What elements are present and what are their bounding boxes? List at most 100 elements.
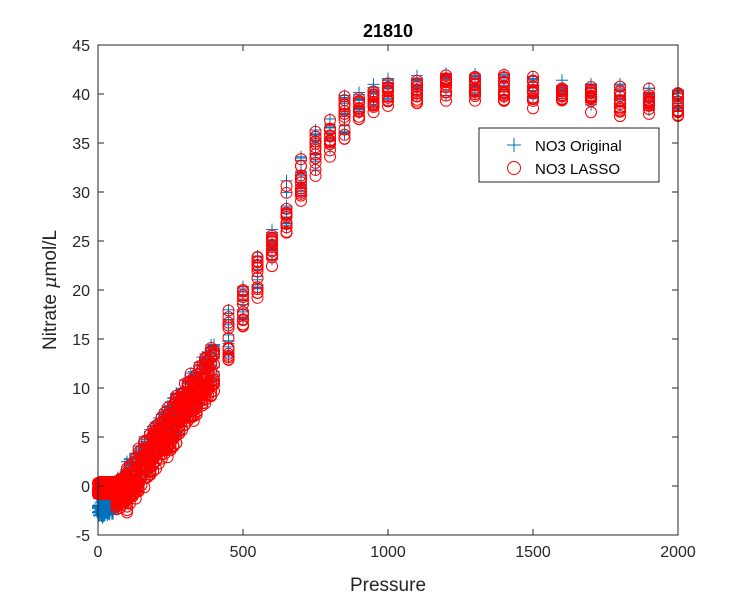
- point-no3-lasso: [141, 457, 154, 470]
- point-no3-lasso: [338, 98, 351, 111]
- point-no3-lasso: [208, 373, 220, 386]
- x-tick-label: 0: [94, 544, 103, 561]
- point-no3-lasso: [295, 189, 307, 202]
- point-no3-lasso: [643, 102, 655, 115]
- point-no3-lasso: [585, 80, 597, 93]
- point-no3-lasso: [222, 351, 235, 364]
- y-tick-label: 5: [81, 430, 90, 447]
- point-no3-lasso: [251, 258, 264, 271]
- point-no3-lasso: [280, 179, 293, 192]
- point-no3-lasso: [527, 93, 539, 106]
- point-no3-lasso: [208, 358, 220, 371]
- point-no3-lasso: [411, 87, 423, 100]
- plot-area: [98, 45, 678, 535]
- point-no3-lasso: [338, 105, 351, 118]
- point-no3-lasso: [338, 100, 351, 113]
- point-no3-lasso: [309, 169, 322, 182]
- point-no3-lasso: [411, 95, 423, 108]
- point-no3-lasso: [440, 94, 452, 107]
- point-no3-lasso: [367, 106, 380, 119]
- point-no3-lasso: [237, 291, 249, 304]
- point-no3-lasso: [309, 148, 322, 161]
- point-no3-lasso: [309, 137, 322, 150]
- point-no3-lasso: [614, 110, 626, 123]
- point-no3-lasso: [187, 414, 200, 427]
- point-no3-lasso: [411, 74, 423, 87]
- point-no3-lasso: [469, 77, 481, 90]
- legend-label-no3-lasso: NO3 LASSO: [535, 161, 620, 178]
- point-no3-lasso: [266, 239, 278, 252]
- point-no3-lasso: [643, 99, 655, 112]
- point-no3-lasso: [498, 80, 510, 93]
- point-no3-lasso: [614, 80, 626, 93]
- point-no3-original: [280, 186, 293, 199]
- point-no3-lasso: [338, 128, 351, 141]
- point-no3-lasso: [173, 427, 186, 440]
- point-no3-lasso: [237, 314, 249, 327]
- point-no3-lasso: [643, 89, 655, 102]
- point-no3-lasso: [222, 316, 235, 329]
- point-no3-lasso: [469, 94, 481, 107]
- point-no3-lasso: [527, 80, 539, 93]
- point-no3-lasso: [353, 92, 365, 105]
- point-no3-lasso: [643, 96, 655, 109]
- point-no3-lasso: [237, 318, 249, 331]
- point-no3-lasso: [411, 77, 423, 90]
- point-no3-lasso: [280, 202, 293, 215]
- x-axis-label: Pressure: [350, 575, 426, 596]
- point-no3-lasso: [382, 91, 394, 104]
- point-no3-lasso: [527, 87, 539, 100]
- point-no3-lasso: [556, 89, 568, 102]
- point-no3-lasso: [614, 94, 626, 107]
- point-no3-lasso: [121, 506, 133, 519]
- point-no3-lasso: [367, 85, 380, 98]
- point-no3-lasso: [309, 143, 322, 156]
- point-no3-lasso: [251, 265, 264, 278]
- point-no3-lasso: [382, 99, 394, 112]
- point-no3-lasso: [382, 84, 394, 97]
- point-no3-lasso: [222, 322, 235, 335]
- point-no3-lasso: [208, 378, 220, 391]
- point-no3-lasso: [205, 351, 218, 364]
- point-no3-lasso: [338, 132, 351, 145]
- x-tick-label: 1500: [515, 544, 551, 561]
- point-no3-lasso: [237, 285, 249, 298]
- point-no3-lasso: [129, 492, 142, 505]
- legend: NO3 Original NO3 LASSO: [478, 127, 660, 183]
- point-no3-lasso: [643, 82, 655, 95]
- point-no3-lasso: [440, 73, 452, 86]
- point-no3-lasso: [251, 286, 264, 299]
- point-no3-lasso: [338, 114, 351, 127]
- point-no3-lasso: [324, 114, 336, 127]
- point-no3-lasso: [237, 306, 249, 319]
- chart-title: 21810: [363, 21, 413, 41]
- point-no3-lasso: [338, 107, 351, 120]
- x-tick-label: 2000: [660, 544, 696, 561]
- point-no3-lasso: [382, 94, 394, 107]
- legend-marker-circle: [507, 161, 521, 175]
- point-no3-lasso: [295, 176, 307, 189]
- point-no3-lasso: [527, 102, 539, 115]
- point-no3-lasso: [266, 260, 278, 273]
- y-axis-label: Nitrate μmol/L: [39, 230, 61, 350]
- point-no3-lasso: [367, 100, 380, 113]
- point-no3-lasso: [324, 135, 336, 148]
- point-no3-lasso: [208, 348, 220, 361]
- point-no3-lasso: [469, 75, 481, 88]
- point-no3-lasso: [498, 75, 510, 88]
- point-no3-lasso: [382, 77, 394, 90]
- point-no3-lasso: [266, 248, 278, 261]
- point-no3-lasso: [367, 88, 380, 101]
- point-no3-lasso: [295, 169, 307, 182]
- x-tick-label: 500: [230, 544, 257, 561]
- y-tick-label: 0: [81, 479, 90, 496]
- point-no3-lasso: [338, 90, 351, 103]
- point-no3-lasso: [498, 87, 510, 100]
- point-no3-lasso: [295, 160, 307, 173]
- point-no3-lasso: [309, 130, 322, 143]
- point-no3-lasso: [353, 96, 365, 109]
- point-no3-lasso: [251, 291, 264, 304]
- y-axis-label-prefix: Nitrate: [40, 289, 61, 350]
- point-no3-lasso: [266, 245, 278, 258]
- point-no3-lasso: [353, 105, 365, 118]
